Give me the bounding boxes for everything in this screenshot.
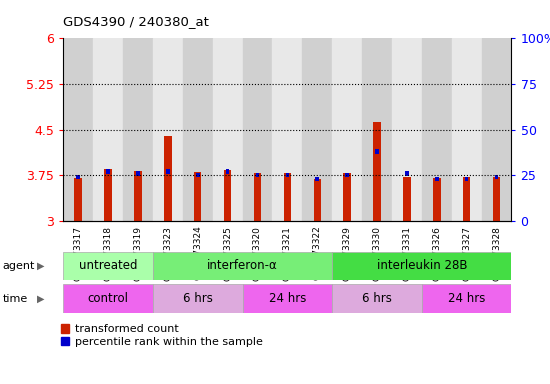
Bar	[332, 284, 422, 313]
Text: time: time	[3, 293, 28, 304]
Text: 24 hrs: 24 hrs	[448, 292, 485, 305]
Bar	[153, 38, 183, 221]
Bar	[164, 136, 172, 221]
Text: interferon-α: interferon-α	[207, 260, 278, 272]
Bar	[452, 38, 482, 221]
Bar	[63, 38, 93, 221]
Text: agent: agent	[3, 261, 35, 271]
Bar	[495, 175, 498, 179]
Bar	[194, 172, 201, 221]
Bar	[272, 38, 302, 221]
Bar	[153, 252, 332, 280]
Bar	[345, 173, 349, 177]
Bar	[224, 170, 232, 221]
Bar	[373, 122, 381, 221]
Bar	[166, 169, 169, 174]
Text: 24 hrs: 24 hrs	[269, 292, 306, 305]
Bar	[316, 177, 319, 181]
Bar	[63, 284, 153, 313]
Text: untreated: untreated	[79, 260, 138, 272]
Bar	[482, 38, 512, 221]
Text: 6 hrs: 6 hrs	[362, 292, 392, 305]
Bar	[196, 173, 200, 177]
Bar	[493, 177, 500, 221]
Text: ▶: ▶	[37, 261, 45, 271]
Bar	[153, 284, 243, 313]
Bar	[256, 173, 259, 177]
Bar	[332, 38, 362, 221]
Bar	[243, 284, 332, 313]
Bar	[332, 252, 512, 280]
Text: control: control	[87, 292, 129, 305]
Bar	[63, 252, 153, 280]
Bar	[422, 284, 512, 313]
Bar	[134, 171, 142, 221]
Text: GDS4390 / 240380_at: GDS4390 / 240380_at	[63, 15, 209, 28]
Text: interleukin 28B: interleukin 28B	[377, 260, 467, 272]
Bar	[375, 149, 379, 154]
Bar	[213, 38, 243, 221]
Bar	[314, 179, 321, 221]
Bar	[285, 173, 289, 177]
Bar	[284, 174, 291, 221]
Bar	[403, 177, 411, 221]
Bar	[302, 38, 332, 221]
Bar	[243, 38, 272, 221]
Bar	[93, 38, 123, 221]
Bar	[435, 177, 438, 181]
Bar	[405, 171, 409, 175]
Bar	[123, 38, 153, 221]
Bar	[465, 177, 469, 181]
Bar	[362, 38, 392, 221]
Bar	[226, 169, 229, 174]
Text: ▶: ▶	[37, 293, 45, 304]
Bar	[433, 178, 441, 221]
Bar	[463, 177, 470, 221]
Bar	[76, 175, 80, 179]
Bar	[254, 174, 261, 221]
Bar	[183, 38, 213, 221]
Bar	[104, 169, 112, 221]
Bar	[74, 178, 82, 221]
Bar	[106, 169, 110, 174]
Bar	[392, 38, 422, 221]
Text: 6 hrs: 6 hrs	[183, 292, 213, 305]
Bar	[343, 174, 351, 221]
Legend: transformed count, percentile rank within the sample: transformed count, percentile rank withi…	[60, 324, 263, 347]
Bar	[422, 38, 452, 221]
Bar	[136, 171, 140, 175]
